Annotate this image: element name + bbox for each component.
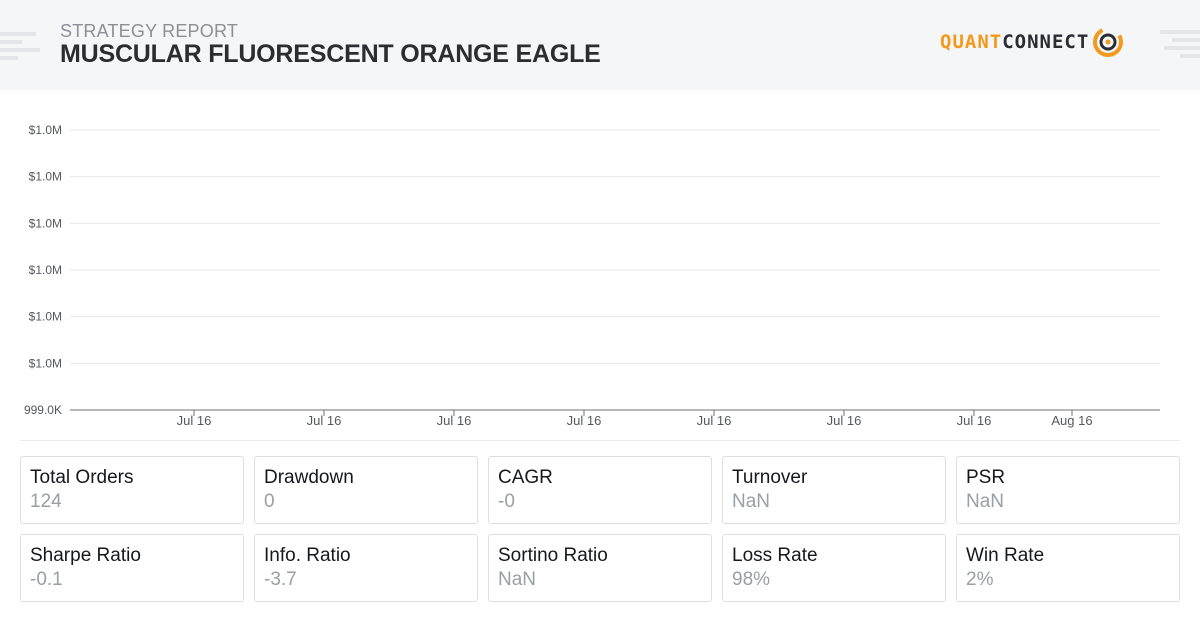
logo-text-quant: QUANT xyxy=(940,31,1003,53)
x-tick-label: Aug 16 xyxy=(1051,413,1092,428)
stat-card-sortino-ratio: Sortino Ratio NaN xyxy=(488,534,712,602)
stat-card-info-ratio: Info. Ratio -3.7 xyxy=(254,534,478,602)
quantconnect-logo: QUANT CONNECT xyxy=(940,24,1125,60)
stat-label: CAGR xyxy=(498,467,553,488)
x-tick-label: Jul 16 xyxy=(697,413,732,428)
stat-card-cagr: CAGR -0 xyxy=(488,456,712,524)
x-tick-label: Jul 16 xyxy=(177,413,212,428)
stat-card-loss-rate: Loss Rate 98% xyxy=(722,534,946,602)
stat-label: Win Rate xyxy=(966,545,1045,566)
stat-label: Info. Ratio xyxy=(264,545,351,566)
decorative-dash xyxy=(1164,46,1200,50)
decorative-dash xyxy=(1180,54,1200,58)
equity-chart-svg: $1.0M $1.0M $1.0M $1.0M $1.0M $1.0M 999.0K Jul … xyxy=(24,123,1160,428)
x-tick-label: Jul 16 xyxy=(307,413,342,428)
y-tick-label: $1.0M xyxy=(29,123,62,137)
x-tick-label: Jul 16 xyxy=(827,413,862,428)
stat-label: Loss Rate xyxy=(732,545,818,566)
stat-value: NaN xyxy=(498,569,537,590)
y-tick-label: 999.0K xyxy=(24,403,62,417)
stat-card-psr: PSR NaN xyxy=(956,456,1180,524)
decorative-dash xyxy=(0,32,36,36)
stat-label: Sharpe Ratio xyxy=(30,545,141,566)
stat-card-drawdown: Drawdown 0 xyxy=(254,456,478,524)
stat-label: Drawdown xyxy=(264,467,354,488)
report-label: STRATEGY REPORT xyxy=(60,21,239,41)
stat-label: PSR xyxy=(966,467,1006,488)
stat-value: 98% xyxy=(732,569,771,590)
logo-mark-icon xyxy=(1093,27,1124,57)
page-title: MUSCULAR FLUORESCENT ORANGE EAGLE xyxy=(60,40,601,68)
stat-value: NaN xyxy=(732,491,771,512)
stat-value: -0.1 xyxy=(30,569,63,590)
divider xyxy=(20,440,1180,441)
y-tick-label: $1.0M xyxy=(29,310,62,324)
stat-label: Sortino Ratio xyxy=(498,545,608,566)
decorative-dash xyxy=(0,40,22,44)
stat-label: Turnover xyxy=(732,467,808,488)
decorative-dash xyxy=(1160,30,1200,34)
stat-card-turnover: Turnover NaN xyxy=(722,456,946,524)
decorative-dash xyxy=(1172,38,1200,42)
equity-chart: $1.0M $1.0M $1.0M $1.0M $1.0M $1.0M 999.0K Jul … xyxy=(0,100,1200,440)
stat-value: -0 xyxy=(498,491,515,512)
stat-label: Total Orders xyxy=(30,467,134,488)
stat-value: 124 xyxy=(30,491,62,512)
stat-card-sharpe-ratio: Sharpe Ratio -0.1 xyxy=(20,534,244,602)
y-tick-label: $1.0M xyxy=(29,216,62,230)
report-header: STRATEGY REPORT MUSCULAR FLUORESCENT ORA… xyxy=(0,0,1200,90)
stat-value: 2% xyxy=(966,569,994,590)
stat-value: -3.7 xyxy=(264,569,297,590)
decorative-dash xyxy=(0,48,40,52)
stat-card-total-orders: Total Orders 124 xyxy=(20,456,244,524)
x-tick-label: Jul 16 xyxy=(437,413,472,428)
stat-card-win-rate: Win Rate 2% xyxy=(956,534,1180,602)
y-tick-label: $1.0M xyxy=(29,263,62,277)
stat-value: 0 xyxy=(264,491,275,512)
x-tick-label: Jul 16 xyxy=(567,413,602,428)
decorative-dash xyxy=(0,56,18,60)
logo-text-connect: CONNECT xyxy=(1002,31,1090,53)
x-tick-label: Jul 16 xyxy=(957,413,992,428)
y-tick-label: $1.0M xyxy=(29,170,62,184)
stat-value: NaN xyxy=(966,491,1005,512)
y-tick-label: $1.0M xyxy=(29,356,62,370)
